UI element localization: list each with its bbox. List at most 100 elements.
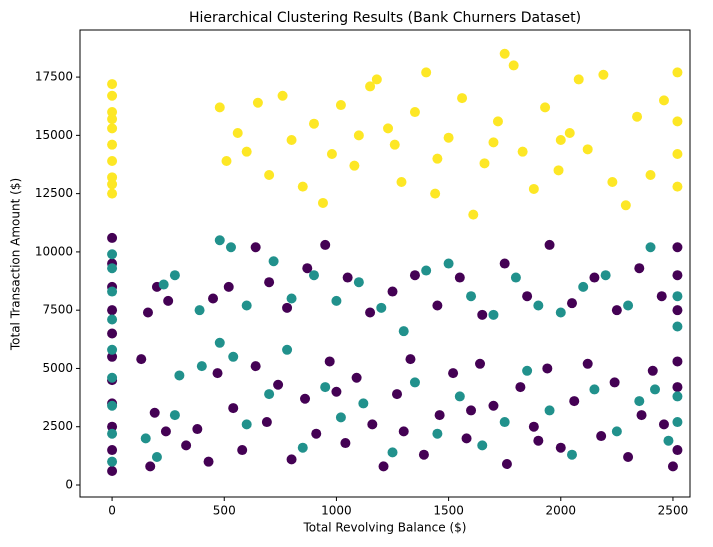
point bbox=[658, 419, 669, 430]
point bbox=[611, 426, 622, 437]
point bbox=[457, 93, 468, 104]
point bbox=[107, 305, 118, 316]
point bbox=[522, 291, 533, 302]
point bbox=[107, 314, 118, 325]
point bbox=[477, 309, 488, 320]
point bbox=[353, 277, 364, 288]
point bbox=[672, 181, 683, 192]
point bbox=[107, 286, 118, 297]
point bbox=[107, 179, 118, 190]
point bbox=[553, 165, 564, 176]
point bbox=[297, 181, 308, 192]
point bbox=[475, 358, 486, 369]
point bbox=[335, 412, 346, 423]
point bbox=[667, 461, 678, 472]
point bbox=[544, 239, 555, 250]
x-tick-label: 0 bbox=[108, 504, 116, 518]
point bbox=[208, 293, 219, 304]
y-tick-label: 2500 bbox=[42, 419, 73, 433]
point bbox=[250, 242, 261, 253]
y-tick-label: 0 bbox=[65, 477, 73, 491]
point bbox=[672, 242, 683, 253]
point bbox=[107, 263, 118, 274]
point bbox=[564, 128, 575, 139]
point bbox=[237, 445, 248, 456]
point bbox=[672, 356, 683, 367]
point bbox=[340, 438, 351, 449]
point bbox=[488, 309, 499, 320]
point bbox=[540, 102, 551, 113]
point bbox=[169, 410, 180, 421]
point bbox=[492, 116, 503, 127]
point bbox=[351, 372, 362, 383]
point bbox=[488, 400, 499, 411]
point bbox=[596, 431, 607, 442]
point bbox=[409, 377, 420, 388]
point bbox=[508, 60, 519, 71]
point bbox=[107, 114, 118, 125]
point bbox=[645, 169, 656, 180]
point bbox=[383, 123, 394, 134]
point bbox=[371, 74, 382, 85]
point bbox=[302, 263, 313, 274]
point bbox=[107, 466, 118, 477]
point bbox=[107, 232, 118, 243]
point bbox=[320, 239, 331, 250]
point bbox=[466, 291, 477, 302]
point bbox=[308, 118, 319, 129]
point bbox=[396, 176, 407, 187]
point bbox=[589, 272, 600, 283]
point bbox=[430, 188, 441, 199]
point bbox=[212, 368, 223, 379]
point bbox=[158, 279, 169, 290]
point bbox=[107, 372, 118, 383]
point bbox=[228, 351, 239, 362]
y-axis-label: Total Transaction Amount ($) bbox=[9, 178, 23, 351]
point bbox=[342, 272, 353, 283]
point bbox=[107, 155, 118, 166]
point bbox=[672, 445, 683, 456]
point bbox=[225, 242, 236, 253]
point bbox=[448, 368, 459, 379]
point bbox=[528, 421, 539, 432]
point bbox=[149, 407, 160, 418]
point bbox=[221, 155, 232, 166]
point bbox=[181, 440, 192, 451]
point bbox=[409, 270, 420, 281]
point bbox=[672, 116, 683, 127]
point bbox=[277, 90, 288, 101]
point bbox=[555, 442, 566, 453]
point bbox=[250, 361, 261, 372]
point bbox=[443, 258, 454, 269]
point bbox=[454, 391, 465, 402]
point bbox=[555, 307, 566, 318]
point bbox=[107, 428, 118, 439]
point bbox=[282, 344, 293, 355]
point bbox=[365, 81, 376, 92]
point bbox=[389, 139, 400, 150]
point bbox=[409, 107, 420, 118]
point bbox=[672, 321, 683, 332]
point bbox=[331, 386, 342, 397]
point bbox=[517, 146, 528, 157]
point bbox=[578, 281, 589, 292]
point bbox=[658, 95, 669, 106]
plot-frame bbox=[79, 29, 691, 498]
point bbox=[107, 172, 118, 183]
x-axis-label: Total Revolving Balance ($) bbox=[303, 521, 467, 535]
point bbox=[163, 295, 174, 306]
point bbox=[268, 256, 279, 267]
point bbox=[398, 426, 409, 437]
x-tick-label: 2000 bbox=[546, 504, 577, 518]
point bbox=[600, 270, 611, 281]
point bbox=[232, 128, 243, 139]
point bbox=[203, 456, 214, 467]
point bbox=[286, 135, 297, 146]
point bbox=[297, 442, 308, 453]
point bbox=[107, 445, 118, 456]
point bbox=[252, 97, 263, 108]
point bbox=[466, 405, 477, 416]
point bbox=[331, 295, 342, 306]
point bbox=[241, 146, 252, 157]
